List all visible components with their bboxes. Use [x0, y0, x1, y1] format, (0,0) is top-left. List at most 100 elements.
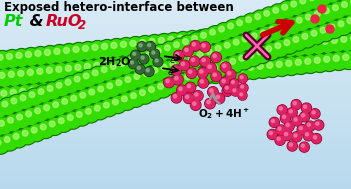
Circle shape	[283, 115, 286, 119]
Bar	[0, 7, 351, 9]
Circle shape	[92, 77, 111, 95]
Circle shape	[220, 78, 230, 87]
Circle shape	[292, 100, 300, 109]
Circle shape	[14, 112, 30, 127]
Circle shape	[208, 87, 218, 97]
Circle shape	[171, 93, 182, 103]
Circle shape	[42, 47, 58, 63]
Bar	[0, 139, 351, 142]
Circle shape	[205, 48, 222, 64]
Circle shape	[38, 122, 54, 137]
Circle shape	[297, 0, 313, 11]
Bar	[0, 59, 351, 61]
Circle shape	[277, 105, 287, 115]
Circle shape	[173, 67, 176, 70]
Circle shape	[203, 45, 220, 63]
Circle shape	[274, 43, 280, 49]
Circle shape	[272, 41, 288, 57]
Circle shape	[51, 46, 68, 62]
Circle shape	[183, 31, 202, 50]
Circle shape	[189, 33, 205, 49]
Circle shape	[260, 30, 266, 36]
Circle shape	[345, 15, 351, 31]
Circle shape	[44, 82, 61, 100]
Circle shape	[177, 51, 193, 67]
Circle shape	[179, 87, 182, 91]
Circle shape	[177, 35, 184, 41]
Circle shape	[179, 35, 197, 53]
Circle shape	[105, 79, 111, 85]
Circle shape	[144, 67, 154, 76]
Circle shape	[93, 78, 110, 94]
Circle shape	[1, 90, 7, 96]
Circle shape	[131, 50, 140, 60]
Circle shape	[170, 61, 176, 67]
Circle shape	[118, 39, 134, 55]
Circle shape	[119, 94, 135, 109]
Circle shape	[53, 64, 70, 80]
Circle shape	[80, 92, 86, 98]
Circle shape	[305, 0, 323, 9]
Circle shape	[278, 21, 297, 40]
Circle shape	[20, 95, 26, 101]
Circle shape	[308, 19, 324, 35]
Circle shape	[63, 77, 79, 93]
Circle shape	[302, 104, 311, 112]
Circle shape	[278, 127, 281, 130]
Circle shape	[274, 59, 290, 75]
Circle shape	[8, 87, 24, 103]
Circle shape	[311, 8, 329, 26]
Circle shape	[331, 37, 337, 43]
Circle shape	[297, 17, 302, 23]
Circle shape	[336, 16, 351, 32]
Circle shape	[217, 65, 233, 81]
Circle shape	[190, 57, 199, 66]
Circle shape	[238, 74, 247, 83]
Circle shape	[107, 60, 125, 78]
Circle shape	[137, 37, 153, 53]
Circle shape	[200, 69, 206, 75]
Circle shape	[312, 134, 321, 143]
Circle shape	[139, 44, 142, 47]
Circle shape	[239, 55, 245, 61]
Circle shape	[176, 53, 179, 56]
Circle shape	[60, 43, 79, 63]
Circle shape	[155, 81, 171, 97]
Circle shape	[25, 51, 32, 57]
Circle shape	[166, 57, 185, 75]
Circle shape	[145, 67, 153, 76]
Circle shape	[77, 112, 82, 117]
Circle shape	[200, 57, 210, 66]
Circle shape	[284, 40, 290, 46]
Circle shape	[193, 29, 212, 49]
Circle shape	[330, 2, 346, 18]
Bar	[0, 101, 351, 104]
Circle shape	[58, 118, 64, 124]
Circle shape	[318, 35, 337, 53]
Circle shape	[213, 54, 216, 57]
Circle shape	[198, 78, 208, 88]
Circle shape	[316, 17, 335, 36]
Circle shape	[227, 48, 233, 54]
Circle shape	[287, 20, 293, 26]
Circle shape	[202, 58, 205, 62]
Bar	[0, 11, 351, 14]
Circle shape	[34, 66, 51, 82]
Bar	[0, 40, 351, 43]
Circle shape	[282, 57, 301, 75]
Circle shape	[32, 105, 48, 121]
Circle shape	[311, 134, 322, 144]
Circle shape	[290, 37, 309, 57]
Circle shape	[287, 0, 305, 15]
Circle shape	[276, 125, 286, 135]
Circle shape	[273, 7, 279, 13]
Circle shape	[344, 14, 351, 32]
Circle shape	[129, 56, 146, 72]
Circle shape	[153, 74, 159, 80]
Circle shape	[237, 20, 243, 26]
Circle shape	[200, 65, 216, 81]
Circle shape	[0, 70, 13, 86]
Circle shape	[71, 60, 90, 80]
Circle shape	[329, 35, 345, 51]
Circle shape	[224, 85, 232, 93]
